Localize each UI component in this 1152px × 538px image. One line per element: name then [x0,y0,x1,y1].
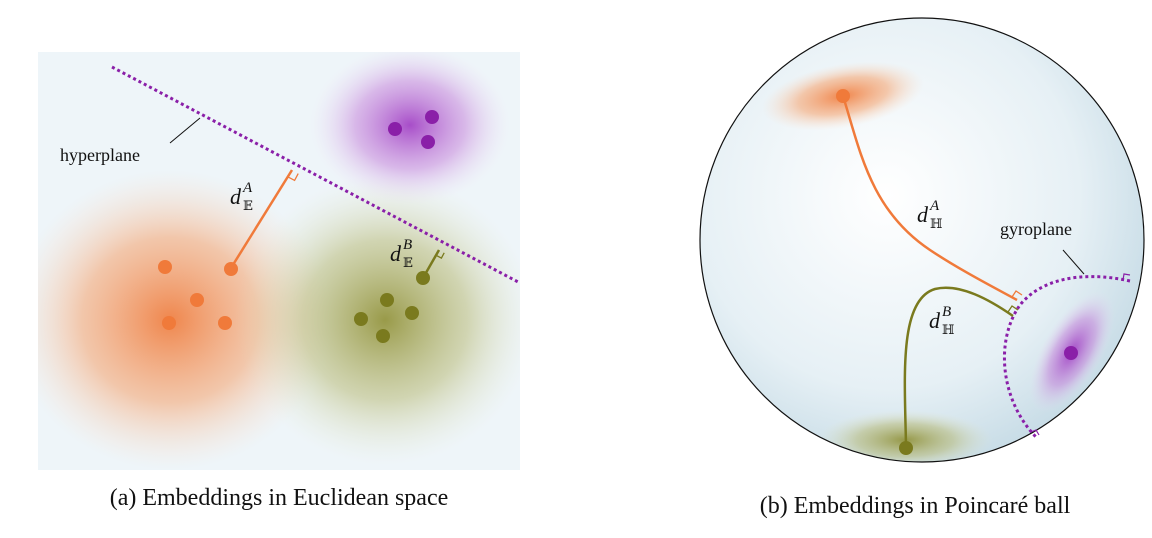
orange-point [158,260,172,274]
gyroplane-boundary-marker-top [1122,273,1131,281]
svg-text:B: B [403,237,412,253]
right-angle-marker-a [1011,290,1023,298]
olive-point [405,306,419,320]
poincare-ball-boundary [699,17,1145,463]
right-angle-marker-b [435,252,445,259]
svg-text:A: A [242,180,253,196]
purple-cluster-glow [310,52,510,205]
olive-points [354,271,430,343]
purple-point [421,135,435,149]
orange-points [158,260,238,330]
panel-poincare: gyroplane d A ℍ d B ℍ (b) Embeddings in … [699,17,1145,519]
olive-point [416,271,430,285]
distance-b-label: d B ℍ [929,304,954,337]
hyperplane-line [111,65,521,285]
distance-a-line [229,169,294,269]
svg-text:d: d [929,308,941,333]
svg-text:d: d [230,184,242,209]
orange-point [190,293,204,307]
olive-cluster-glow [235,175,520,465]
distance-a-label: d A ℍ [917,198,942,231]
hyperplane-leader-line [169,117,201,144]
svg-text:A: A [929,198,940,214]
orange-point [162,316,176,330]
distance-b-label: d B 𝔼 [390,237,413,270]
svg-text:d: d [917,202,929,227]
svg-text:𝔼: 𝔼 [403,255,413,270]
olive-point [380,293,394,307]
caption-b: (b) Embeddings in Poincaré ball [760,493,1071,519]
orange-point [836,89,850,103]
caption-a: (a) Embeddings in Euclidean space [110,485,449,511]
gyroplane-arc [1003,275,1131,439]
svg-text:B: B [942,304,951,320]
purple-points [388,110,439,149]
distance-a-label: d A 𝔼 [230,180,253,213]
orange-point [224,262,238,276]
panel-euclidean: hyperplane d A 𝔼 d B 𝔼 [38,52,521,511]
gyroplane-boundary-marker-bottom [1030,429,1040,436]
orange-point [218,316,232,330]
olive-point [376,329,390,343]
geodesic-a [841,95,1018,302]
olive-point [899,441,913,455]
geodesic-b [903,286,1014,448]
gyroplane-leader-line [1062,249,1085,275]
svg-text:ℍ: ℍ [942,322,954,337]
svg-text:ℍ: ℍ [930,216,942,231]
right-angle-marker-a [287,173,299,182]
purple-point [1064,346,1078,360]
gyroplane-label: gyroplane [1000,219,1072,239]
hyperplane-label: hyperplane [60,145,140,165]
right-angle-marker-b [1007,305,1019,313]
purple-point [388,122,402,136]
olive-point [354,312,368,326]
purple-point [425,110,439,124]
svg-text:d: d [390,241,402,266]
svg-text:𝔼: 𝔼 [243,198,253,213]
